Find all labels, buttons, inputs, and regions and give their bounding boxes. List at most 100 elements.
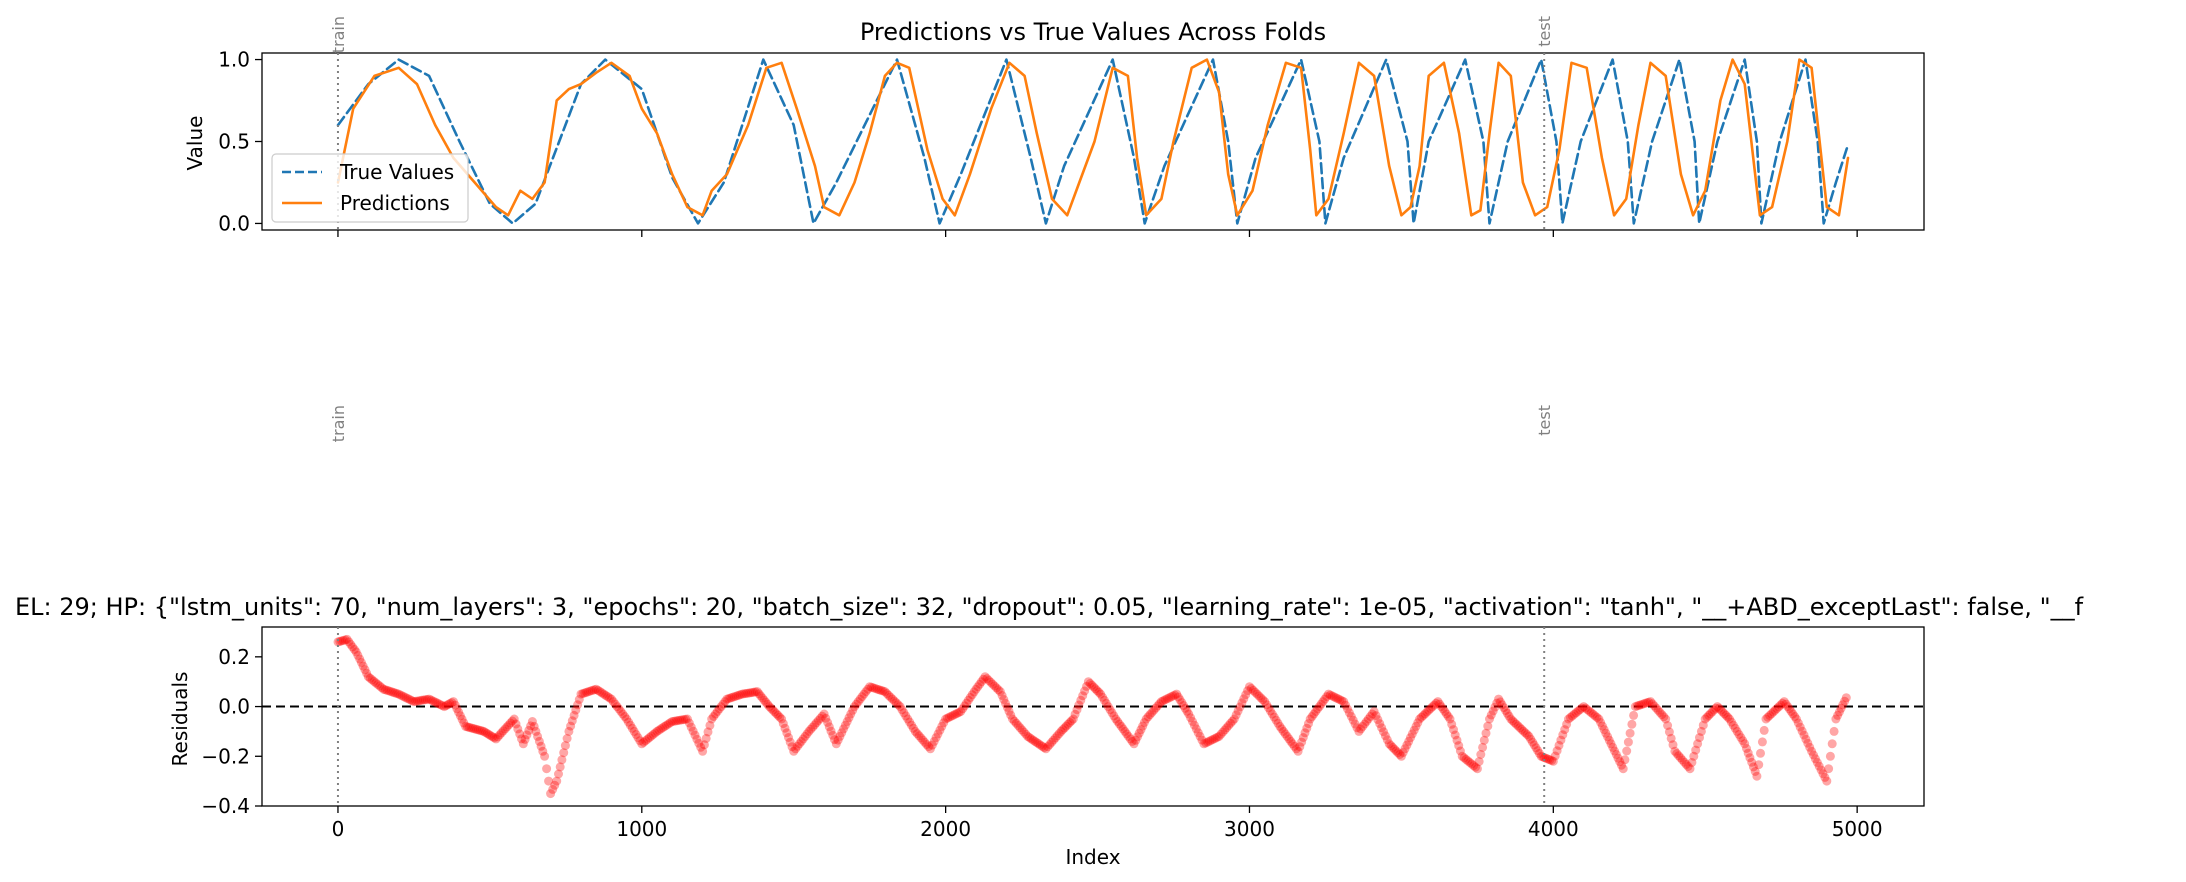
residual-point xyxy=(633,733,643,743)
residual-point xyxy=(1254,691,1264,701)
residual-point xyxy=(1393,748,1403,758)
residual-point xyxy=(1049,735,1058,745)
residual-point xyxy=(973,682,983,692)
residual-point xyxy=(1584,706,1594,716)
residual-point xyxy=(1227,716,1237,726)
residual-point xyxy=(1248,685,1258,695)
residual-point xyxy=(956,707,966,716)
residual-point xyxy=(1127,736,1137,746)
residual-point xyxy=(1067,716,1076,726)
residual-point xyxy=(470,724,480,734)
residual-point xyxy=(1814,761,1824,771)
residual-point xyxy=(1716,705,1726,715)
residual-point xyxy=(1608,742,1618,752)
residual-point xyxy=(1384,739,1394,749)
residual-point xyxy=(857,692,867,702)
residual-point xyxy=(540,751,550,761)
residual-point xyxy=(522,730,532,740)
residual-point xyxy=(741,689,751,698)
residual-point xyxy=(546,789,556,799)
residual-point xyxy=(1834,707,1844,717)
residual-point xyxy=(1380,731,1390,741)
residual-point xyxy=(1618,764,1628,774)
residual-point xyxy=(1586,708,1596,718)
residual-point xyxy=(1700,714,1710,724)
residual-point xyxy=(1023,731,1033,741)
residual-point xyxy=(884,690,894,700)
residual-point xyxy=(954,708,964,717)
residual-point xyxy=(1730,723,1740,733)
residual-point xyxy=(367,675,377,685)
residual-point xyxy=(804,726,814,736)
residual-point xyxy=(1431,698,1441,708)
residual-point xyxy=(840,720,850,730)
residual-point xyxy=(548,784,558,794)
residuals-x-tick-label: 4000 xyxy=(1528,817,1579,841)
residual-point xyxy=(1534,748,1544,758)
residual-point xyxy=(507,716,517,726)
residual-point xyxy=(504,720,514,730)
residual-point xyxy=(1080,686,1090,696)
residual-point xyxy=(348,642,357,652)
residual-point xyxy=(1092,686,1102,696)
residual-point xyxy=(1085,679,1095,688)
residual-point xyxy=(1495,697,1505,707)
residual-point xyxy=(603,692,613,702)
residual-point xyxy=(1237,698,1247,708)
residual-point xyxy=(673,716,683,725)
residual-point xyxy=(1725,714,1734,724)
residual-point xyxy=(728,692,738,702)
residual-point xyxy=(1508,716,1518,726)
residual-point xyxy=(439,702,449,712)
residual-point xyxy=(1506,714,1516,724)
residual-point xyxy=(895,702,905,712)
residual-point xyxy=(1770,705,1780,715)
residual-point xyxy=(798,734,808,744)
residual-point xyxy=(1314,702,1324,712)
residual-point xyxy=(1191,724,1201,734)
residual-point xyxy=(413,696,423,706)
residual-point xyxy=(1597,721,1607,731)
residual-point xyxy=(1386,741,1396,751)
residual-point xyxy=(496,728,506,738)
residual-point xyxy=(1074,700,1084,710)
residual-point xyxy=(1779,697,1789,707)
residual-point xyxy=(835,731,845,741)
residual-point xyxy=(384,686,394,696)
residual-point xyxy=(863,684,873,694)
residual-point xyxy=(1693,739,1703,749)
residual-point xyxy=(1365,712,1375,721)
residual-point xyxy=(1008,714,1017,724)
residual-point xyxy=(1820,772,1830,782)
residual-point xyxy=(448,697,458,707)
residual-point xyxy=(576,689,586,699)
residual-point xyxy=(1455,746,1465,756)
residual-point xyxy=(399,692,409,702)
residual-point xyxy=(1592,712,1602,722)
residual-point xyxy=(1280,729,1290,739)
residual-point xyxy=(1418,711,1428,720)
residual-point xyxy=(1757,737,1767,747)
residual-point xyxy=(1723,712,1733,722)
residual-point xyxy=(1445,714,1455,724)
residual-point xyxy=(1594,714,1604,724)
residual-point xyxy=(1149,705,1159,715)
residual-point xyxy=(1267,709,1277,719)
residual-point xyxy=(1674,751,1684,761)
residual-point xyxy=(1339,697,1349,707)
residual-point xyxy=(686,722,696,732)
residual-point xyxy=(1246,684,1256,693)
residual-point xyxy=(1047,737,1057,747)
residual-point xyxy=(1302,723,1312,733)
residual-point xyxy=(950,709,960,719)
residual-point xyxy=(714,704,724,714)
residual-point xyxy=(457,714,467,724)
residual-point xyxy=(1565,712,1575,722)
residual-point xyxy=(371,678,381,688)
residual-point xyxy=(703,727,713,737)
residual-point xyxy=(939,718,949,728)
residual-point xyxy=(1629,710,1639,720)
predictions-subplot-title: Predictions vs True Values Across Folds xyxy=(860,18,1326,46)
residual-point xyxy=(1509,718,1519,727)
residual-point xyxy=(409,697,419,707)
